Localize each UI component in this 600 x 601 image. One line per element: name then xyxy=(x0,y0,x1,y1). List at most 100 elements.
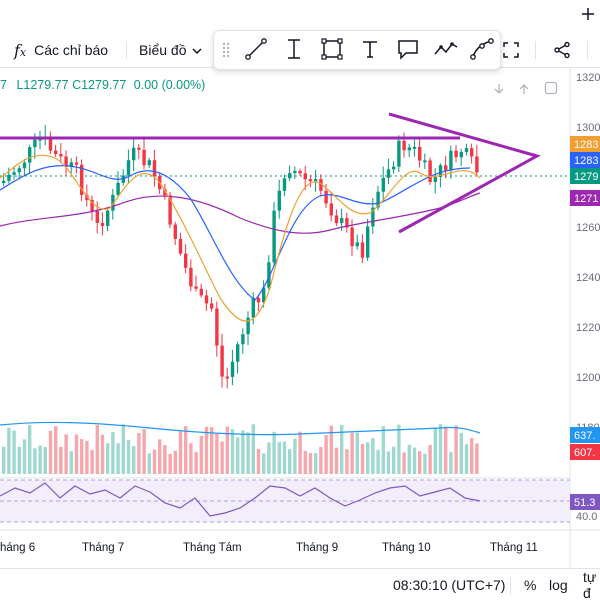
candle-body xyxy=(100,222,105,227)
volume-bar xyxy=(7,427,11,474)
candle-body xyxy=(371,207,375,227)
candle-body xyxy=(59,153,63,157)
candle-body xyxy=(314,179,318,182)
candlesticks xyxy=(2,125,479,389)
volume-bar xyxy=(246,432,250,474)
volume-bar xyxy=(303,450,307,474)
candle-body xyxy=(17,168,21,173)
candle-body xyxy=(12,172,16,175)
text-tool-icon[interactable] xyxy=(356,35,384,63)
volume-bar xyxy=(43,447,47,474)
log-scale-button[interactable]: log xyxy=(549,577,568,593)
volume-bar xyxy=(137,433,141,474)
maximize-pane-icon[interactable] xyxy=(544,81,558,95)
candle-body xyxy=(355,242,359,247)
volume-bar xyxy=(2,446,6,474)
volume-bar xyxy=(324,435,328,474)
candle-body xyxy=(454,150,458,158)
volume-bar xyxy=(366,442,370,474)
volume-bar xyxy=(288,449,292,474)
candle-body xyxy=(459,152,463,158)
volume-bar xyxy=(194,451,198,474)
time-axis-label: Tháng 7 xyxy=(82,542,124,554)
fullscreen-icon[interactable] xyxy=(502,41,520,59)
candle-body xyxy=(220,345,224,377)
volume-bar xyxy=(90,450,94,474)
volume-bar xyxy=(100,434,105,474)
time-axis-labels: háng 6 Tháng 7 Tháng Tám Tháng 9 Tháng 10 Thá… xyxy=(0,542,538,554)
candle-body xyxy=(168,195,172,225)
volume-bar xyxy=(308,453,313,474)
auto-scale-button[interactable]: tự đ xyxy=(583,569,597,601)
candle-body xyxy=(236,344,240,362)
add-icon[interactable] xyxy=(580,6,596,22)
curve-tool-icon[interactable] xyxy=(468,35,496,63)
candle-body xyxy=(142,149,146,166)
vertical-line-tool-icon[interactable] xyxy=(280,35,308,63)
candle-body xyxy=(241,334,245,345)
callout-tool-icon[interactable] xyxy=(394,35,422,63)
fx-icon: fx xyxy=(14,40,27,60)
candle-body xyxy=(126,160,131,176)
time-axis-label: Tháng 11 xyxy=(490,542,538,554)
candle-body xyxy=(303,173,307,180)
candle-body xyxy=(360,242,365,258)
candle-body xyxy=(464,148,469,153)
chart-area[interactable]: 1320130012801260124012201200118040.0 128… xyxy=(0,68,600,568)
price-badge-label: 1279 xyxy=(574,171,598,183)
chart-canvas[interactable]: 1320130012801260124012201200118040.0 128… xyxy=(0,68,600,568)
scroll-down-icon[interactable] xyxy=(493,82,505,94)
volume-bar xyxy=(470,438,474,474)
price-badges: 1283 1283 1279 1271 637. 607. 51.3 xyxy=(570,136,600,510)
rectangle-tool-icon[interactable] xyxy=(318,35,346,63)
legend-low: L1279.77 xyxy=(16,78,69,92)
volume-bar xyxy=(54,426,58,474)
clock-time[interactable]: 08:30:10 (UTC+7) xyxy=(393,577,506,593)
price-badge xyxy=(570,190,600,206)
candle-body xyxy=(366,226,370,258)
chart-type-button[interactable]: Biểu đồ xyxy=(139,33,203,67)
collapse-icon[interactable] xyxy=(518,82,530,94)
volume-bar xyxy=(251,424,255,474)
candle-body xyxy=(433,176,437,182)
toolbar-separator xyxy=(126,41,127,59)
candle-body xyxy=(137,147,141,150)
price-badge xyxy=(570,444,600,460)
candle-body xyxy=(225,376,229,379)
candle-body xyxy=(407,147,411,151)
candle-body xyxy=(121,175,125,183)
candle-body xyxy=(116,182,120,195)
candle-body xyxy=(95,211,99,223)
drag-handle-icon[interactable] xyxy=(222,42,230,58)
candle-body xyxy=(215,308,219,346)
top-bar xyxy=(0,0,600,34)
candle-body xyxy=(438,165,443,177)
price-tick-label: 1240 xyxy=(576,272,600,284)
volume-bar xyxy=(444,426,448,474)
trend-line-tool-icon[interactable] xyxy=(242,35,270,63)
candle-body xyxy=(2,180,6,183)
price-badge-label: 637. xyxy=(574,430,595,442)
share-icon[interactable] xyxy=(553,41,571,59)
candle-body xyxy=(74,162,79,165)
percent-scale-button[interactable]: % xyxy=(524,577,537,593)
price-tick-labels: 1320130012801260124012201200118040.0 xyxy=(576,72,600,523)
drawing-toolbar xyxy=(213,30,501,70)
price-badge xyxy=(570,494,600,510)
candle-body xyxy=(402,140,406,151)
volume-bar xyxy=(17,446,21,474)
price-badge xyxy=(570,152,600,168)
price-badge-label: 51.3 xyxy=(574,497,595,509)
volume-bar xyxy=(459,432,463,474)
candle-body xyxy=(28,147,32,163)
volume-bar xyxy=(241,430,245,474)
volume-bar xyxy=(386,451,391,474)
triangle-pattern[interactable] xyxy=(388,112,541,234)
indicators-button[interactable]: fx Các chỉ báo xyxy=(14,33,108,67)
volume-bar xyxy=(80,439,84,474)
volume-bar xyxy=(475,443,479,474)
volume-bar xyxy=(402,452,406,474)
path-tool-icon[interactable] xyxy=(432,35,460,63)
candle-body xyxy=(106,210,110,227)
candle-body xyxy=(173,224,177,239)
